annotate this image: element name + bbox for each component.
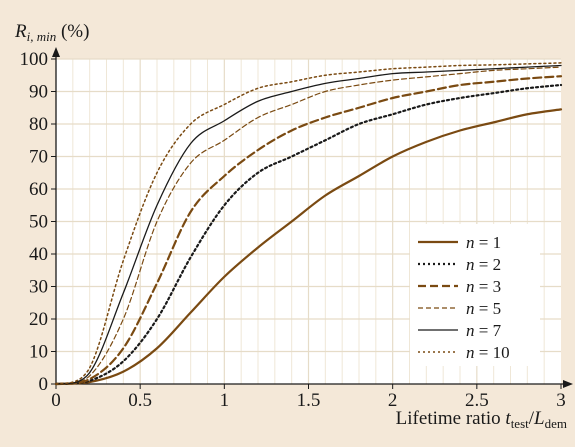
y-axis-arrow bbox=[52, 47, 60, 57]
x-title-slash: / bbox=[529, 408, 535, 429]
legend-label-var: n bbox=[466, 277, 475, 296]
y-axis-title: Ri, min (%) bbox=[14, 21, 89, 44]
x-tick-labels: 0 0.5 1 1.5 2 2.5 3 bbox=[51, 390, 566, 411]
axes bbox=[51, 47, 573, 389]
x-tick-label: 0.5 bbox=[128, 390, 152, 411]
legend-label-eq: = 1 bbox=[475, 233, 502, 252]
y-tick-label: 70 bbox=[29, 147, 48, 168]
series-line-n5 bbox=[55, 66, 562, 385]
y-tick-label: 80 bbox=[29, 114, 48, 135]
legend-label-eq: = 3 bbox=[475, 277, 502, 296]
legend: n = 1n = 2n = 3n = 5n = 7n = 10 bbox=[410, 224, 540, 366]
legend-label-n3: n = 3 bbox=[466, 277, 501, 296]
series-line-n3 bbox=[54, 75, 563, 386]
legend-label-eq: = 7 bbox=[475, 321, 502, 340]
x-title-var: t bbox=[505, 408, 511, 429]
grid bbox=[56, 58, 561, 384]
legend-label-eq: = 5 bbox=[475, 299, 502, 318]
x-axis-arrow bbox=[563, 380, 573, 388]
series-lines bbox=[54, 62, 563, 386]
x-tick-label: 2 bbox=[388, 390, 398, 411]
x-tick-label: 2.5 bbox=[465, 390, 489, 411]
series-line-n2 bbox=[54, 83, 563, 386]
y-title-unit: (%) bbox=[56, 21, 89, 42]
y-tick-label: 100 bbox=[20, 49, 49, 70]
legend-label-eq: = 2 bbox=[475, 255, 502, 274]
y-tick-label: 50 bbox=[29, 212, 48, 233]
legend-label-var: n bbox=[466, 321, 475, 340]
legend-label-var: n bbox=[466, 255, 475, 274]
legend-label-n5: n = 5 bbox=[466, 299, 501, 318]
legend-label-eq: = 10 bbox=[475, 343, 510, 362]
x-tick-label: 3 bbox=[556, 390, 566, 411]
series-line-n7 bbox=[55, 64, 562, 385]
y-title-sub: i, min bbox=[27, 29, 57, 44]
x-tick-label: 1.5 bbox=[297, 390, 321, 411]
y-tick-label: 0 bbox=[39, 374, 49, 395]
legend-label-var: n bbox=[466, 343, 475, 362]
legend-background bbox=[410, 224, 540, 366]
y-tick-label: 30 bbox=[29, 277, 48, 298]
x-title-var2: L bbox=[533, 408, 545, 429]
x-axis-title: Lifetime ratio ttest/Ldem bbox=[396, 408, 567, 431]
y-tick-label: 90 bbox=[29, 82, 48, 103]
legend-label-var: n bbox=[466, 299, 475, 318]
legend-label-n7: n = 7 bbox=[466, 321, 502, 340]
legend-label-n10: n = 10 bbox=[466, 343, 510, 362]
series-line-n1 bbox=[54, 108, 563, 386]
x-title-sub1: test bbox=[511, 416, 529, 431]
x-tick-label: 0 bbox=[51, 390, 61, 411]
series-line-n10 bbox=[55, 62, 562, 385]
x-title-sub2: dem bbox=[545, 416, 567, 431]
x-title-main: Lifetime ratio bbox=[396, 408, 506, 429]
legend-label-n1: n = 1 bbox=[466, 233, 501, 252]
y-tick-label: 60 bbox=[29, 179, 48, 200]
y-title-main: R bbox=[14, 21, 27, 42]
legend-label-var: n bbox=[466, 233, 475, 252]
y-tick-labels: 0 10 20 30 40 50 60 70 80 90 100 bbox=[20, 49, 49, 395]
y-tick-label: 10 bbox=[29, 342, 48, 363]
x-tick-label: 1 bbox=[220, 390, 230, 411]
legend-label-n2: n = 2 bbox=[466, 255, 501, 274]
y-tick-label: 40 bbox=[29, 244, 48, 265]
y-tick-label: 20 bbox=[29, 309, 48, 330]
